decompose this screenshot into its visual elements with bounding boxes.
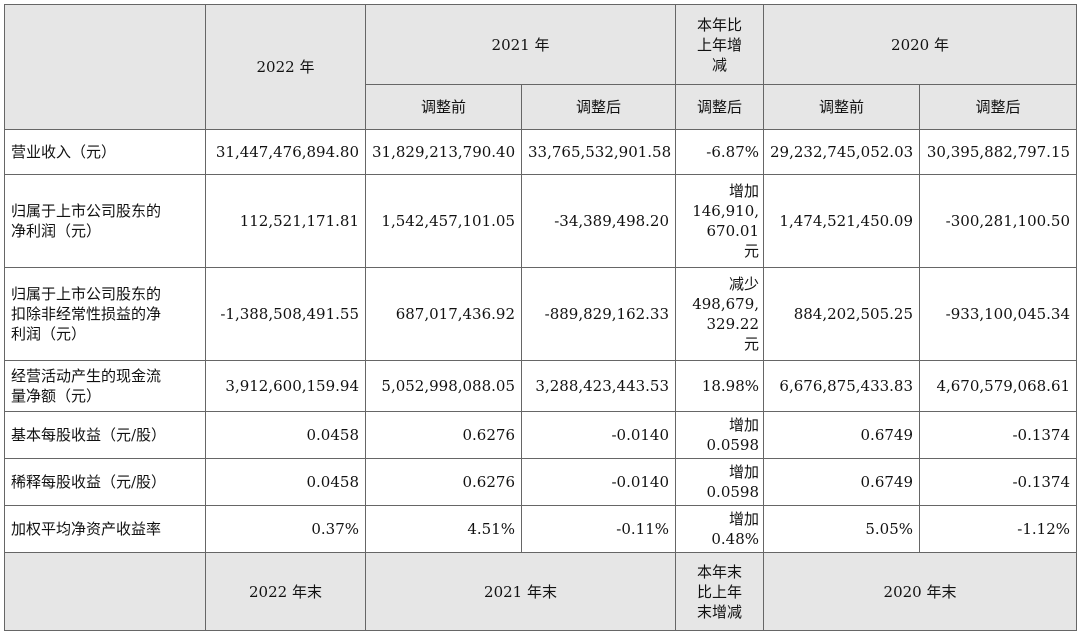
header-change-after: 调整后: [675, 84, 765, 130]
value-2020-after: -1.12%: [919, 505, 1078, 553]
value-2021-before: 1,542,457,101.05: [365, 174, 522, 268]
value-2021-before: 5,052,998,088.05: [365, 360, 522, 412]
value-2020-before: 6,676,875,433.83: [763, 360, 921, 412]
value-2020-after: -300,281,100.50: [919, 174, 1078, 268]
footer-change: 本年末 比上年 末增减: [675, 552, 765, 631]
value-2020-before: 0.6749: [763, 411, 921, 459]
value-2021-before: 4.51%: [365, 505, 522, 553]
value-change: 18.98%: [675, 360, 765, 412]
header-row-adjust: 调整前 调整后 调整后 调整前 调整后: [5, 84, 1078, 130]
value-2020-after: -0.1374: [919, 411, 1078, 459]
table-row: 加权平均净资产收益率 0.37% 4.51% -0.11% 增加 0.48% 5…: [4, 505, 1078, 553]
value-2021-after: -889,829,162.33: [520, 267, 677, 361]
value-2022: 0.0458: [205, 458, 366, 506]
value-2020-before: 5.05%: [763, 505, 921, 553]
value-change: 增加 146,910, 670.01 元: [675, 174, 765, 268]
value-2020-before: 0.6749: [763, 458, 921, 506]
row-label: 稀释每股收益（元/股）: [4, 458, 206, 506]
row-label: 加权平均净资产收益率: [4, 505, 206, 553]
header-2021-after: 调整后: [520, 84, 677, 130]
financial-summary-table: 2022 年 2021 年 本年比 上年增 减 2020 年 调整前 调整后 调…: [4, 4, 1078, 631]
table-row: 归属于上市公司股东的 扣除非经常性损益的净 利润（元） -1,388,508,4…: [4, 267, 1078, 361]
value-2021-after: -0.0140: [520, 458, 677, 506]
value-2021-after: -0.11%: [520, 505, 677, 553]
header-2021-before: 调整前: [365, 84, 522, 130]
value-2021-after: 33,765,532,901.58: [520, 129, 677, 175]
value-2022: 112,521,171.81: [205, 174, 366, 268]
header-row-years: 2022 年 2021 年 本年比 上年增 减 2020 年: [4, 4, 1078, 130]
value-2020-after: -933,100,045.34: [919, 267, 1078, 361]
value-2022: 31,447,476,894.80: [205, 129, 366, 175]
value-2020-after: 30,395,882,797.15: [919, 129, 1078, 175]
value-2021-before: 0.6276: [365, 411, 522, 459]
footer-2020: 2020 年末: [763, 552, 1078, 631]
value-change: 增加 0.48%: [675, 505, 765, 553]
value-2021-after: -34,389,498.20: [520, 174, 677, 268]
value-change: 增加 0.0598: [675, 458, 765, 506]
value-2020-before: 884,202,505.25: [763, 267, 921, 361]
value-2022: 0.0458: [205, 411, 366, 459]
header-2020-before: 调整前: [763, 84, 921, 130]
table-row: 稀释每股收益（元/股） 0.0458 0.6276 -0.0140 增加 0.0…: [4, 458, 1078, 506]
footer-row-year-end: 2022 年末 2021 年末 本年末 比上年 末增减 2020 年末: [4, 552, 1078, 631]
value-2021-after: 3,288,423,443.53: [520, 360, 677, 412]
header-change: 本年比 上年增 减: [675, 4, 765, 85]
footer-2022: 2022 年末: [205, 552, 366, 631]
value-2022: 0.37%: [205, 505, 366, 553]
value-2022: 3,912,600,159.94: [205, 360, 366, 412]
value-2020-before: 29,232,745,052.03: [763, 129, 921, 175]
table-row: 营业收入（元） 31,447,476,894.80 31,829,213,790…: [4, 129, 1078, 175]
footer-2021: 2021 年末: [364, 552, 677, 631]
header-2020-after: 调整后: [919, 84, 1078, 130]
row-label: 归属于上市公司股东的 扣除非经常性损益的净 利润（元）: [4, 267, 206, 361]
footer-item-cell: [4, 552, 206, 631]
value-change: 减少 498,679, 329.22 元: [675, 267, 765, 361]
value-2022: -1,388,508,491.55: [205, 267, 366, 361]
header-2022: 2022 年: [205, 4, 366, 130]
value-2021-before: 687,017,436.92: [365, 267, 522, 361]
table-row: 基本每股收益（元/股） 0.0458 0.6276 -0.0140 增加 0.0…: [4, 411, 1078, 459]
value-change: 增加 0.0598: [675, 411, 765, 459]
header-2021: 2021 年: [364, 4, 677, 85]
row-label: 营业收入（元）: [4, 129, 206, 175]
value-change: -6.87%: [675, 129, 765, 175]
header-2020: 2020 年: [763, 4, 1078, 85]
value-2021-before: 31,829,213,790.40: [365, 129, 522, 175]
value-2021-before: 0.6276: [365, 458, 522, 506]
header-item-cell: [4, 4, 206, 130]
table-row: 经营活动产生的现金流 量净额（元） 3,912,600,159.94 5,052…: [4, 360, 1078, 412]
table-row: 归属于上市公司股东的 净利润（元） 112,521,171.81 1,542,4…: [4, 174, 1078, 268]
row-label: 归属于上市公司股东的 净利润（元）: [4, 174, 206, 268]
value-2020-after: -0.1374: [919, 458, 1078, 506]
row-label: 基本每股收益（元/股）: [4, 411, 206, 459]
value-2020-after: 4,670,579,068.61: [919, 360, 1078, 412]
value-2020-before: 1,474,521,450.09: [763, 174, 921, 268]
row-label: 经营活动产生的现金流 量净额（元）: [4, 360, 206, 412]
value-2021-after: -0.0140: [520, 411, 677, 459]
